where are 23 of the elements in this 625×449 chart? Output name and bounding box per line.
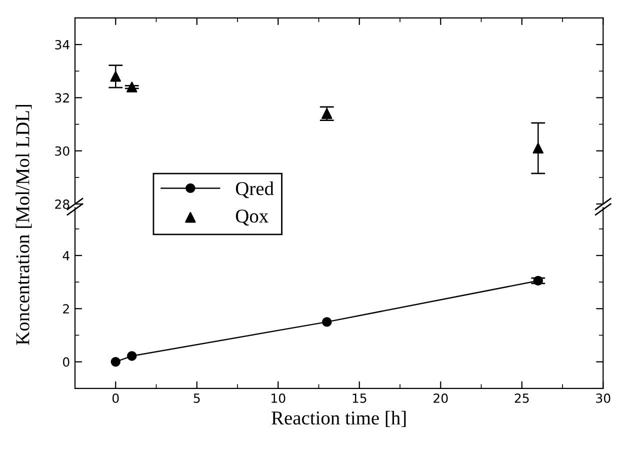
x-tick-label: 25 <box>514 393 529 403</box>
x-tick-label: 0 <box>112 393 119 403</box>
point <box>127 351 137 361</box>
point <box>110 356 120 367</box>
x-tick-label: 20 <box>434 393 448 403</box>
x-tick-label: 30 <box>596 393 610 403</box>
point <box>322 317 332 327</box>
y-axis-title: Koncentration [Mol/Mol LDL] <box>16 104 32 345</box>
y-tick-label: 4 <box>62 251 70 260</box>
y-tick-label: 34 <box>55 40 70 50</box>
point <box>532 142 544 154</box>
y-tick-label: 2 <box>63 304 69 314</box>
y-tick-label: 0 <box>63 357 70 367</box>
x-axis-title: Reaction time [h] <box>272 410 406 427</box>
x-tick-label: 5 <box>194 394 200 403</box>
y-tick-label: 30 <box>55 146 70 156</box>
legend-label: Qred <box>236 182 274 198</box>
x-tick-label: 15 <box>352 394 366 403</box>
y-tick-label: 32 <box>55 93 69 103</box>
y-tick-label: 28 <box>55 199 70 209</box>
legend-label: Qox <box>236 210 268 226</box>
point <box>110 71 121 82</box>
x-tick-label: 10 <box>272 393 286 403</box>
